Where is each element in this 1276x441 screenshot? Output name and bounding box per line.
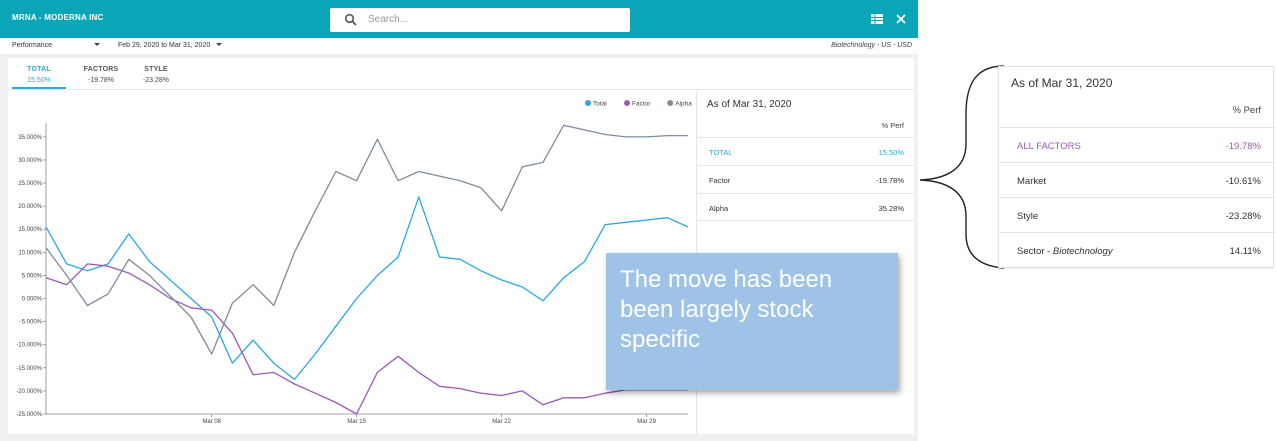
legend-marker-factor [624,100,630,106]
row-name: Sector - Biotechnology [1017,246,1113,257]
x-tick-label: Mar 29 [637,419,656,425]
row-value: 15.50% [878,148,904,157]
row-name-sector: Biotechnology [1052,246,1113,257]
tab-value: -23.28% [142,77,170,84]
y-tick-label: -15.000% [16,366,42,372]
table-view-icon[interactable] [870,12,884,26]
performance-chart: 35.000% 30.000% 25.000% 20.000% 15.000% 10.00… [8,91,696,434]
metric-select-value: Performance [12,42,53,49]
search-box[interactable]: Search... [330,8,630,32]
y-tick-label: 25.000% [18,181,42,187]
tab-total[interactable]: TOTAL 15.50% [12,66,66,84]
y-tick-label: 5.000% [22,273,43,279]
chart-canvas: 35.000% 30.000% 25.000% 20.000% 15.000% 10.00… [16,100,692,425]
date-range-value: Feb 29, 2020 to Mar 31, 2020 [118,42,211,49]
tab-label: TOTAL [27,66,51,73]
tab-value: -19.78% [87,77,115,84]
series-line-total [45,196,689,381]
chevron-down-icon [216,43,223,46]
row-name-prefix: Sector - [1017,246,1053,257]
breakdown-row-market[interactable]: Market -10.61% [999,162,1273,197]
title-bar: MRNA - MODERNA INC Search... [0,0,918,38]
row-name: Alpha [709,204,729,213]
legend-label-alpha: Alpha [675,101,692,108]
x-tick-label: Mar 22 [492,419,511,425]
row-value: -19.78% [1225,141,1261,152]
perf-column-header: % Perf [881,121,904,130]
y-tick-label: -10.000% [16,343,42,349]
x-tick-label: Mar 08 [202,419,221,425]
row-name: ALL FACTORS [1017,141,1081,152]
breakdown-header: As of Mar 31, 2020 [1011,76,1113,90]
y-tick-label: -25.000% [16,412,42,418]
y-tick-label: -5.000% [20,320,43,326]
row-value: -23.28% [1225,211,1261,222]
row-value: -10.61% [1225,176,1261,187]
y-tick-label: 30.000% [18,158,42,164]
curly-brace-connector [919,65,1005,269]
y-tick-label: 0.000% [22,297,43,303]
row-name: Style [1017,211,1039,222]
row-value: -19.78% [876,176,904,185]
context-label: Biotechnology - US - USD [831,42,912,49]
breakdown-row-sector[interactable]: Sector - Biotechnology 14.11% [999,232,1273,267]
y-tick-label: 15.000% [18,227,42,233]
series-line-alpha [45,124,688,355]
y-tick-label: -20.000% [16,389,42,395]
row-name: Market [1017,176,1047,187]
x-tick-label: Mar 15 [347,419,366,425]
row-value: 35.28% [878,204,904,213]
factor-breakdown-panel: As of Mar 31, 2020 % Perf ALL FACTORS -1… [998,66,1274,268]
app-window: MRNA - MODERNA INC Search... Performance… [0,0,918,441]
close-icon[interactable] [894,12,908,26]
annotation-callout: The move has been been largely stock spe… [606,253,898,390]
chevron-down-icon [94,43,101,46]
y-tick-label: 10.000% [18,250,42,256]
row-value: 14.11% [1229,246,1261,257]
legend-marker-alpha [667,100,674,106]
date-range-select[interactable]: Feb 29, 2020 to Mar 31, 2020 [118,42,223,49]
metric-select[interactable]: Performance [12,42,101,49]
y-tick-label: 35.000% [18,135,42,141]
active-tab-indicator [12,87,66,89]
callout-text: The move has been been largely stock spe… [620,266,833,353]
perf-column-header: % Perf [1232,105,1261,116]
row-name: TOTAL [709,148,733,157]
tab-value: 15.50% [27,77,51,84]
series-line-factor [45,263,688,415]
breakdown-row-style[interactable]: Style -23.28% [999,197,1273,232]
security-title: MRNA - MODERNA INC [12,13,104,22]
summary-row-alpha[interactable]: Alpha 35.28% [697,193,914,221]
tab-label: FACTORS [83,66,119,73]
toolbar: Performance Feb 29, 2020 to Mar 31, 2020… [0,38,918,54]
tab-style[interactable]: STYLE -23.28% [132,66,180,84]
performance-tabs: TOTAL 15.50% FACTORS -19.78% STYLE -23.2… [8,58,914,90]
search-icon [344,13,357,26]
tab-label: STYLE [144,66,168,73]
search-input[interactable]: Search... [368,14,409,25]
y-tick-label: 20.000% [18,204,42,210]
legend-label-total: Total [593,101,607,108]
breakdown-row-all-factors[interactable]: ALL FACTORS -19.78% [999,127,1273,162]
summary-row-factor[interactable]: Factor -19.78% [697,165,914,193]
tab-factors[interactable]: FACTORS -19.78% [72,66,130,84]
legend-marker-total [585,100,591,106]
summary-header: As of Mar 31, 2020 [707,99,792,110]
summary-row-total[interactable]: TOTAL 15.50% [697,137,914,165]
legend-label-factor: Factor [632,101,651,108]
row-name: Factor [709,176,731,185]
